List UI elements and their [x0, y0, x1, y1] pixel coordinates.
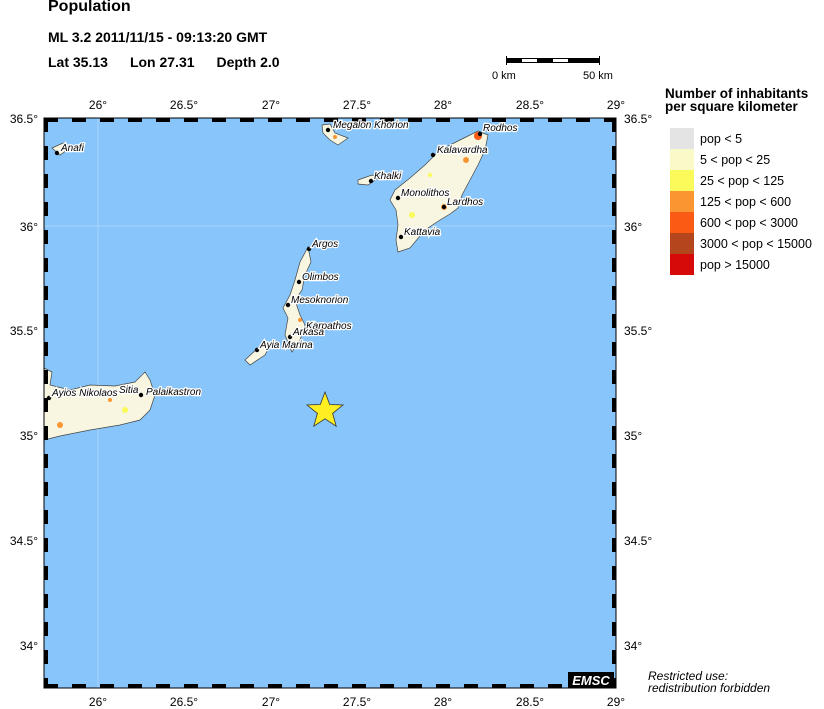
lat-tick: 35.5° — [624, 324, 652, 338]
legend-swatch — [670, 212, 694, 233]
legend-item: 125 < pop < 600 — [670, 191, 812, 212]
legend-item: pop < 5 — [670, 128, 812, 149]
place-label: Palaikastron — [146, 387, 201, 398]
lat-tick: 35° — [20, 429, 38, 443]
legend-item: pop > 15000 — [670, 254, 812, 275]
event-info: ML 3.2 2011/11/15 - 09:13:20 GMT — [48, 29, 268, 45]
latitude: Lat 35.13 — [48, 54, 108, 70]
lat-tick: 35° — [624, 429, 642, 443]
place-label: Argos — [311, 239, 338, 250]
places: Anafi Megalon Khorion Rodhos Kalavardha … — [46, 119, 519, 400]
legend-item: 600 < pop < 3000 — [670, 212, 812, 233]
place-label: Olimbos — [302, 272, 339, 283]
legend-label: 25 < pop < 125 — [700, 173, 785, 188]
legend-item: 3000 < pop < 15000 — [670, 233, 812, 254]
usage-notice-line: Restricted use: — [648, 669, 729, 683]
longitude: Lon 27.31 — [129, 54, 195, 70]
legend-swatch — [670, 233, 694, 254]
place-label: Arkasa — [292, 327, 325, 338]
legend-item: 5 < pop < 25 — [670, 149, 812, 170]
place-label: Kattavia — [404, 227, 441, 238]
usage-notice: Restricted use: redistribution forbidden — [648, 670, 770, 694]
lat-tick: 35.5° — [10, 324, 38, 338]
legend-swatch — [670, 149, 694, 170]
place-label: Mesoknorion — [291, 295, 349, 306]
lon-tick: 27° — [262, 695, 280, 709]
place-label: Sitia — [119, 385, 139, 396]
legend-swatch — [670, 128, 694, 149]
emsc-logo-text: EMSC — [572, 673, 610, 688]
place-label: Megalon Khorion — [333, 120, 409, 131]
star-icon — [305, 390, 345, 428]
place-label: Anafi — [60, 143, 85, 154]
legend-item: 25 < pop < 125 — [670, 170, 812, 191]
usage-notice-line: redistribution forbidden — [648, 681, 771, 695]
lon-tick: 26.5° — [170, 98, 198, 112]
legend-label: 125 < pop < 600 — [700, 194, 792, 209]
place-label: Rodhos — [483, 123, 517, 134]
place-label: Lardhos — [447, 197, 483, 208]
place-label: Ayia Marina — [259, 340, 313, 351]
legend-title: Number of inhabitants per square kilomet… — [665, 86, 812, 114]
island-karpathos — [282, 245, 312, 353]
lat-tick: 36.5° — [624, 112, 652, 126]
place-label: Monolithos — [401, 188, 449, 199]
lat-tick: 36° — [624, 220, 642, 234]
island-crete — [43, 367, 156, 441]
lat-tick: 34° — [20, 639, 38, 653]
legend-swatch — [670, 170, 694, 191]
emsc-logo — [568, 672, 614, 688]
legend-label: pop > 15000 — [700, 257, 770, 272]
lon-tick: 28° — [434, 98, 452, 112]
lat-tick: 34° — [624, 639, 642, 653]
lat-tick-labels: 36.5° 36° 35.5° 35° 34.5° 34° 36.5° 36° … — [10, 112, 653, 653]
lon-tick: 26.5° — [170, 695, 198, 709]
lon-tick: 29° — [607, 695, 625, 709]
legend-swatch — [670, 254, 694, 275]
map-frame — [43, 117, 617, 689]
legend-label: 5 < pop < 25 — [700, 152, 771, 167]
lon-tick: 27° — [262, 98, 280, 112]
scale-start: 0 km — [492, 70, 516, 82]
lat-tick: 36° — [20, 220, 38, 234]
place-label: Karpathos — [306, 321, 352, 332]
lon-tick: 28° — [434, 695, 452, 709]
scale-end: 50 km — [583, 70, 613, 82]
place-label: Ayios Nikolaos — [51, 388, 118, 399]
legend-title-line: per square kilometer — [665, 99, 798, 114]
lon-tick: 27.5° — [343, 98, 371, 112]
depth: Depth 2.0 — [216, 54, 280, 70]
map-title: Population — [48, 0, 131, 15]
legend: Number of inhabitants per square kilomet… — [665, 87, 812, 275]
event-location: Lat 35.13 Lon 27.31 Depth 2.0 — [48, 54, 302, 70]
lon-tick: 28.5° — [516, 695, 544, 709]
lon-tick: 29° — [607, 98, 625, 112]
lat-tick: 34.5° — [10, 534, 38, 548]
legend-label: 600 < pop < 3000 — [700, 215, 799, 230]
place-label: Kalavardha — [437, 145, 488, 156]
lon-tick: 27.5° — [343, 695, 371, 709]
lat-tick: 34.5° — [624, 534, 652, 548]
scale-bar: 0 km 50 km — [492, 56, 613, 82]
lon-tick-labels: 26° 26.5° 27° 27.5° 28° 28.5° 29° 26° 26… — [89, 98, 625, 709]
lat-tick: 36.5° — [10, 112, 38, 126]
legend-label: pop < 5 — [700, 131, 743, 146]
legend-label: 3000 < pop < 15000 — [700, 236, 812, 251]
lon-tick: 28.5° — [516, 98, 544, 112]
lon-tick: 26° — [89, 695, 107, 709]
legend-swatch — [670, 191, 694, 212]
legend-title-line: Number of inhabitants — [665, 86, 809, 101]
place-label: Khalki — [374, 171, 402, 182]
lon-tick: 26° — [89, 98, 107, 112]
